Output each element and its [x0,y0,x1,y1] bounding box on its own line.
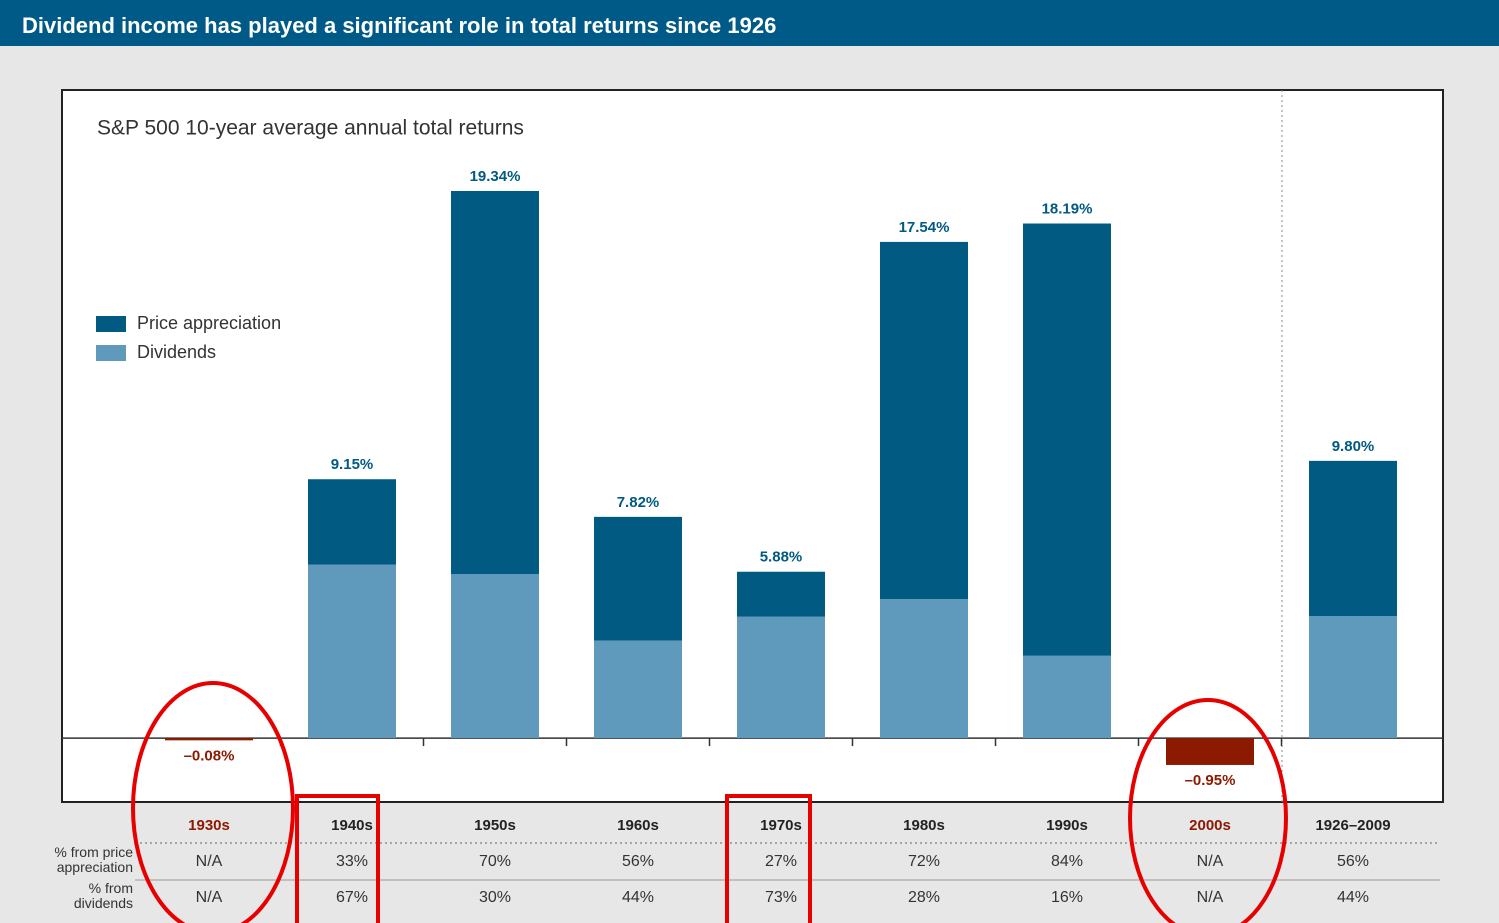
table-cell: 28% [908,889,940,906]
table-cell: 56% [1337,853,1369,870]
subtitle: S&P 500 10-year average annual total ret… [97,117,524,140]
bar-segment [451,190,539,575]
highlight-box [295,794,380,923]
table-cell: N/A [196,853,223,870]
table-cell: 73% [765,889,797,906]
legend-swatch [96,316,126,332]
table-cell: 16% [1051,889,1083,906]
table-cell: 56% [622,853,654,870]
total-label: –0.08% [184,747,235,764]
table-cell: 33% [336,853,368,870]
bar-segment [737,616,825,739]
x-tick-label: 2000s [1189,817,1231,834]
bar-segment [737,571,825,617]
total-label: –0.95% [1185,772,1236,789]
bar-segment [451,574,539,739]
table-cell: N/A [1197,889,1224,906]
total-label: 5.88% [760,549,803,566]
bar-segment [1023,655,1111,739]
total-label: 9.80% [1332,438,1375,455]
total-label: 18.19% [1042,200,1093,217]
x-tick-label: 1970s [760,817,802,834]
bar-segment [1309,460,1397,617]
highlight-oval [131,681,295,923]
bar-segment [308,479,396,565]
bar-segment [880,599,968,739]
table-cell: 27% [765,853,797,870]
bar-segment [880,241,968,600]
negative-bar [165,738,253,741]
negative-bar [1166,738,1254,765]
table-cell: 72% [908,853,940,870]
legend-swatch [96,345,126,361]
table-cell: 67% [336,889,368,906]
x-tick-label: 1940s [331,817,373,834]
total-label: 19.34% [470,168,521,185]
row-label: % from dividends [73,881,133,911]
x-tick-label: 1960s [617,817,659,834]
row-label-box: % from price appreciation [54,845,133,875]
table-cell: 30% [479,889,511,906]
x-tick-label: 1980s [903,817,945,834]
total-label: 17.54% [899,219,950,236]
header-bar [0,0,1499,46]
table-cell: 84% [1051,853,1083,870]
highlight-oval [1128,698,1288,923]
bar-segment [308,564,396,739]
x-tick-label: 1926–2009 [1315,817,1390,834]
row-label-box: % from dividends [73,881,133,911]
table-cell: N/A [196,889,223,906]
annotations [131,681,1288,923]
table-cell: N/A [1197,853,1224,870]
bar-segment [594,640,682,739]
x-tick-label: 1930s [188,817,230,834]
legend-label: Dividends [137,342,216,362]
bar-segment [1023,223,1111,656]
plot: Price appreciation Dividends –0.08% 9.15% 19… [62,168,1443,789]
row-label: % from price appreciation [54,845,133,875]
total-label: 7.82% [617,494,660,511]
table-cell: 44% [1337,889,1369,906]
table-cell: 44% [622,889,654,906]
legend-label: Price appreciation [137,313,281,333]
highlight-box [725,794,812,923]
total-label: 9.15% [331,456,374,473]
x-tick-label: 1990s [1046,817,1088,834]
chart-title: Dividend income has played a significant… [22,13,776,38]
x-tick-label: 1950s [474,817,516,834]
table-cell: 70% [479,853,511,870]
bar-segment [1309,616,1397,739]
bar-segment [594,516,682,641]
